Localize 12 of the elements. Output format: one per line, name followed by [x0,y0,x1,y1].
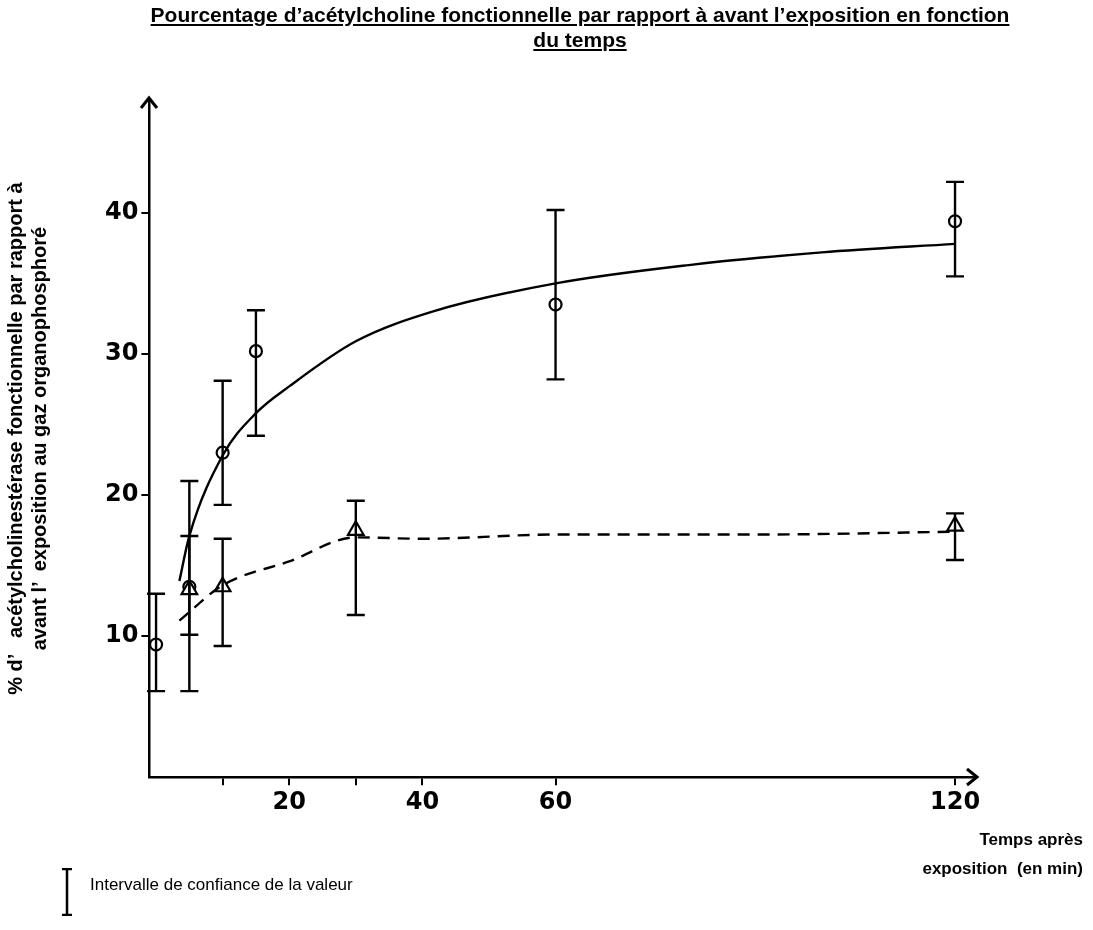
y-tick-label: 40 [104,197,139,226]
x-axis-title: Temps après exposition (en min) [922,829,1083,880]
chart-title: Pourcentage d’acétylcholine fonctionnelle par rapport à avant l’exposition en fonction du temps [150,2,1010,52]
text: Intervalle de confiance de la valeur [90,875,353,895]
y-tick-label: 30 [104,338,139,367]
x-tick-label: 120 [929,786,981,815]
y-tick-label: 10 [104,620,139,649]
y-axis-title: % d’ acétylcholinestérase fonctionnelle par rapport à avant l’ exposition au gaz organophosphoré [3,181,50,695]
x-tick-label: 60 [538,786,573,815]
x-tick-label: 20 [272,786,306,815]
y-tick-label: 20 [104,479,139,508]
x-tick-label: 40 [405,786,440,815]
